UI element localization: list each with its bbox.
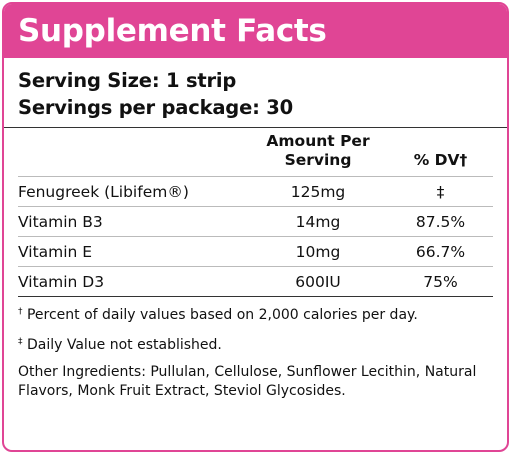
footnotes: † Percent of daily values based on 2,000…: [4, 297, 507, 401]
nutrient-name: Fenugreek (Libifem®): [18, 176, 248, 207]
column-header-row: Amount Per Serving % DV†: [18, 128, 493, 177]
nutrient-dv: 87.5%: [388, 206, 493, 237]
footnote-dagger-text: Percent of daily values based on 2,000 c…: [26, 307, 418, 323]
table-row: Fenugreek (Libifem®) 125mg ‡: [18, 176, 493, 207]
column-header-dv: % DV†: [413, 151, 468, 169]
table-row: Vitamin E 10mg 66.7%: [18, 236, 493, 267]
column-header-name: [18, 128, 248, 177]
nutrient-dv: 66.7%: [388, 236, 493, 267]
table-row: Vitamin D3 600IU 75%: [18, 266, 493, 297]
nutrient-amount: 600IU: [248, 266, 388, 297]
other-ingredients: Other Ingredients: Pullulan, Cellulose, …: [18, 364, 477, 399]
double-dagger-mark: ‡: [18, 337, 23, 347]
serving-info: Serving Size: 1 strip Servings per packa…: [4, 58, 507, 121]
divider: [4, 127, 507, 128]
nutrient-amount: 125mg: [248, 176, 388, 207]
footnote-double-dagger-text: Daily Value not established.: [26, 337, 222, 353]
table-row: Vitamin B3 14mg 87.5%: [18, 206, 493, 237]
nutrient-dv: ‡: [388, 176, 493, 207]
facts-table: Amount Per Serving % DV† Fenugreek (Libi…: [18, 128, 493, 297]
nutrient-amount: 10mg: [248, 236, 388, 267]
dagger-mark: †: [18, 307, 23, 317]
nutrient-name: Vitamin D3: [18, 266, 248, 297]
nutrient-dv: 75%: [388, 266, 493, 297]
serving-size: Serving Size: 1 strip: [18, 69, 237, 92]
panel-title: Supplement Facts: [4, 4, 507, 58]
servings-per-package: Servings per package: 30: [18, 96, 294, 119]
footnote-dagger: † Percent of daily values based on 2,000…: [18, 303, 493, 325]
nutrient-amount: 14mg: [248, 206, 388, 237]
nutrient-name: Vitamin E: [18, 236, 248, 267]
column-header-amount: Amount Per Serving: [266, 132, 370, 169]
facts-table-wrap: Amount Per Serving % DV† Fenugreek (Libi…: [18, 128, 493, 297]
footnote-double-dagger: ‡ Daily Value not established.: [18, 333, 493, 355]
nutrient-name: Vitamin B3: [18, 206, 248, 237]
